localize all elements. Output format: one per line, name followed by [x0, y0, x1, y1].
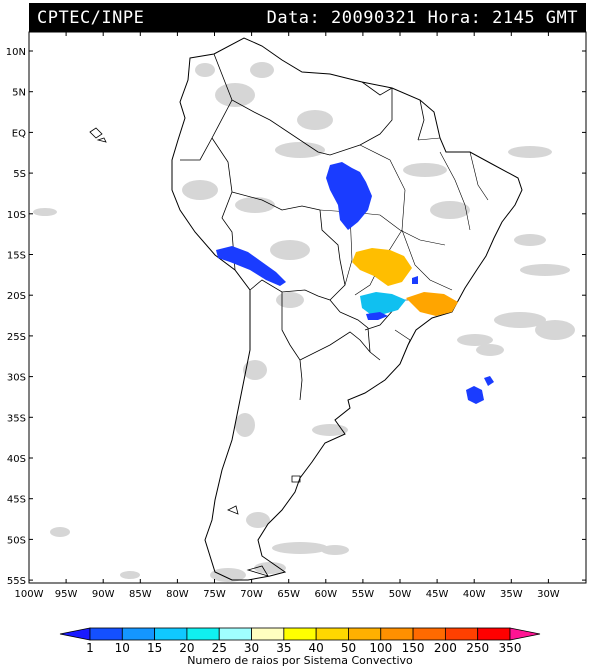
- hour-value: 2145 GMT: [492, 8, 578, 28]
- colorbar-swatch: [380, 627, 414, 641]
- south-america-coastline: [171, 37, 523, 581]
- lon-label: 55W: [352, 589, 375, 600]
- latitude-axis: 10N 5N EQ 5S 10S 15S 20S 25S 30S 35S 40S 45S 50S 55S: [6, 47, 586, 587]
- colorbar-tick-label: 40: [309, 641, 324, 655]
- lon-label: 75W: [203, 589, 226, 600]
- lat-label: 5N: [12, 88, 26, 99]
- lon-label: 60W: [314, 589, 337, 600]
- org-label: CPTEC/INPE: [37, 8, 145, 28]
- lon-label: 30W: [537, 589, 560, 600]
- lat-label: 45S: [7, 495, 26, 506]
- colorbar-arrow-left: [59, 627, 91, 641]
- lon-label: 70W: [240, 589, 263, 600]
- lat-label: 55S: [7, 576, 26, 587]
- colorbar-swatch: [283, 627, 317, 641]
- lat-label: 50S: [7, 535, 26, 546]
- colorbar-swatch: [121, 627, 156, 641]
- date-value: 20090321: [331, 8, 417, 28]
- lat-label: 10S: [7, 210, 26, 221]
- colorbar-swatch: [89, 627, 123, 641]
- colorbar-swatch: [412, 627, 446, 641]
- colorbar-swatch: [444, 627, 479, 641]
- colorbar-tick-label: 15: [147, 641, 162, 655]
- lat-label: 15S: [7, 251, 26, 262]
- date-label: Data:: [266, 8, 321, 28]
- lon-label: 100W: [15, 589, 44, 600]
- lat-label: 25S: [7, 332, 26, 343]
- colorbar-tick-label: 200: [434, 641, 457, 655]
- lon-label: 95W: [55, 589, 78, 600]
- lat-label: EQ: [12, 128, 26, 139]
- storm-yellow-central: [352, 248, 412, 286]
- colorbar-swatch: [315, 627, 349, 641]
- islands: [89, 127, 301, 577]
- lightning-systems: [216, 162, 494, 404]
- colorbar-tick-label: 150: [402, 641, 425, 655]
- storm-blue-atlantic-1: [466, 386, 484, 404]
- colorbar-tick-label: 100: [369, 641, 392, 655]
- longitude-axis: 100W 95W 90W 85W 80W 75W 70W 65W 60W 55W 50W 45W 40W…: [15, 32, 560, 600]
- storm-gold-southeast: [406, 292, 458, 316]
- lon-label: 80W: [166, 589, 189, 600]
- colorbar-arrow-right: [509, 627, 541, 641]
- colorbar-swatch: [251, 627, 285, 641]
- colorbar-tick-label: 1: [86, 641, 94, 655]
- colorbar-tick-label: 20: [179, 641, 194, 655]
- lon-label: 50W: [389, 589, 412, 600]
- map-header: CPTEC/INPE Data: 20090321 Hora: 2145 GMT: [29, 3, 586, 32]
- storm-blue-south: [366, 312, 388, 320]
- lat-label: 40S: [7, 454, 26, 465]
- lat-label: 30S: [7, 373, 26, 384]
- colorbar: 1 10 15 20 25 30 35 40 50 100 150 200 250 350: [59, 627, 541, 655]
- colorbar-tick-label: 25: [212, 641, 227, 655]
- cloud-cover: [33, 62, 575, 582]
- datetime-label: Data: 20090321 Hora: 2145 GMT: [267, 8, 578, 28]
- storm-blue-small: [412, 276, 418, 284]
- colorbar-tick-label: 250: [466, 641, 489, 655]
- storm-blue-atlantic-2: [484, 376, 494, 386]
- hour-label: Hora:: [427, 8, 482, 28]
- lat-label: 20S: [7, 291, 26, 302]
- colorbar-swatch: [154, 627, 188, 641]
- colorbar-tick-label: 350: [499, 641, 522, 655]
- colorbar-swatch: [348, 627, 382, 641]
- storm-blue-amazon: [326, 162, 372, 230]
- lat-label: 5S: [13, 169, 26, 180]
- colorbar-tick-label: 10: [115, 641, 130, 655]
- lon-label: 90W: [92, 589, 115, 600]
- lat-label: 35S: [7, 413, 26, 424]
- colorbar-title: Numero de raios por Sistema Convectivo: [187, 654, 413, 667]
- lat-label: 10N: [6, 47, 26, 58]
- storm-cyan-south: [360, 292, 406, 314]
- colorbar-swatch: [186, 627, 220, 641]
- colorbar-tick-label: 35: [276, 641, 291, 655]
- lon-label: 65W: [277, 589, 300, 600]
- colorbar-tick-label: 30: [244, 641, 259, 655]
- lon-label: 35W: [500, 589, 523, 600]
- colorbar-swatch: [477, 627, 511, 641]
- lon-label: 85W: [129, 589, 152, 600]
- lon-label: 45W: [426, 589, 449, 600]
- colorbar-swatch: [218, 627, 252, 641]
- lon-label: 40W: [463, 589, 486, 600]
- colorbar-tick-label: 50: [341, 641, 356, 655]
- storm-blue-peru: [216, 246, 286, 286]
